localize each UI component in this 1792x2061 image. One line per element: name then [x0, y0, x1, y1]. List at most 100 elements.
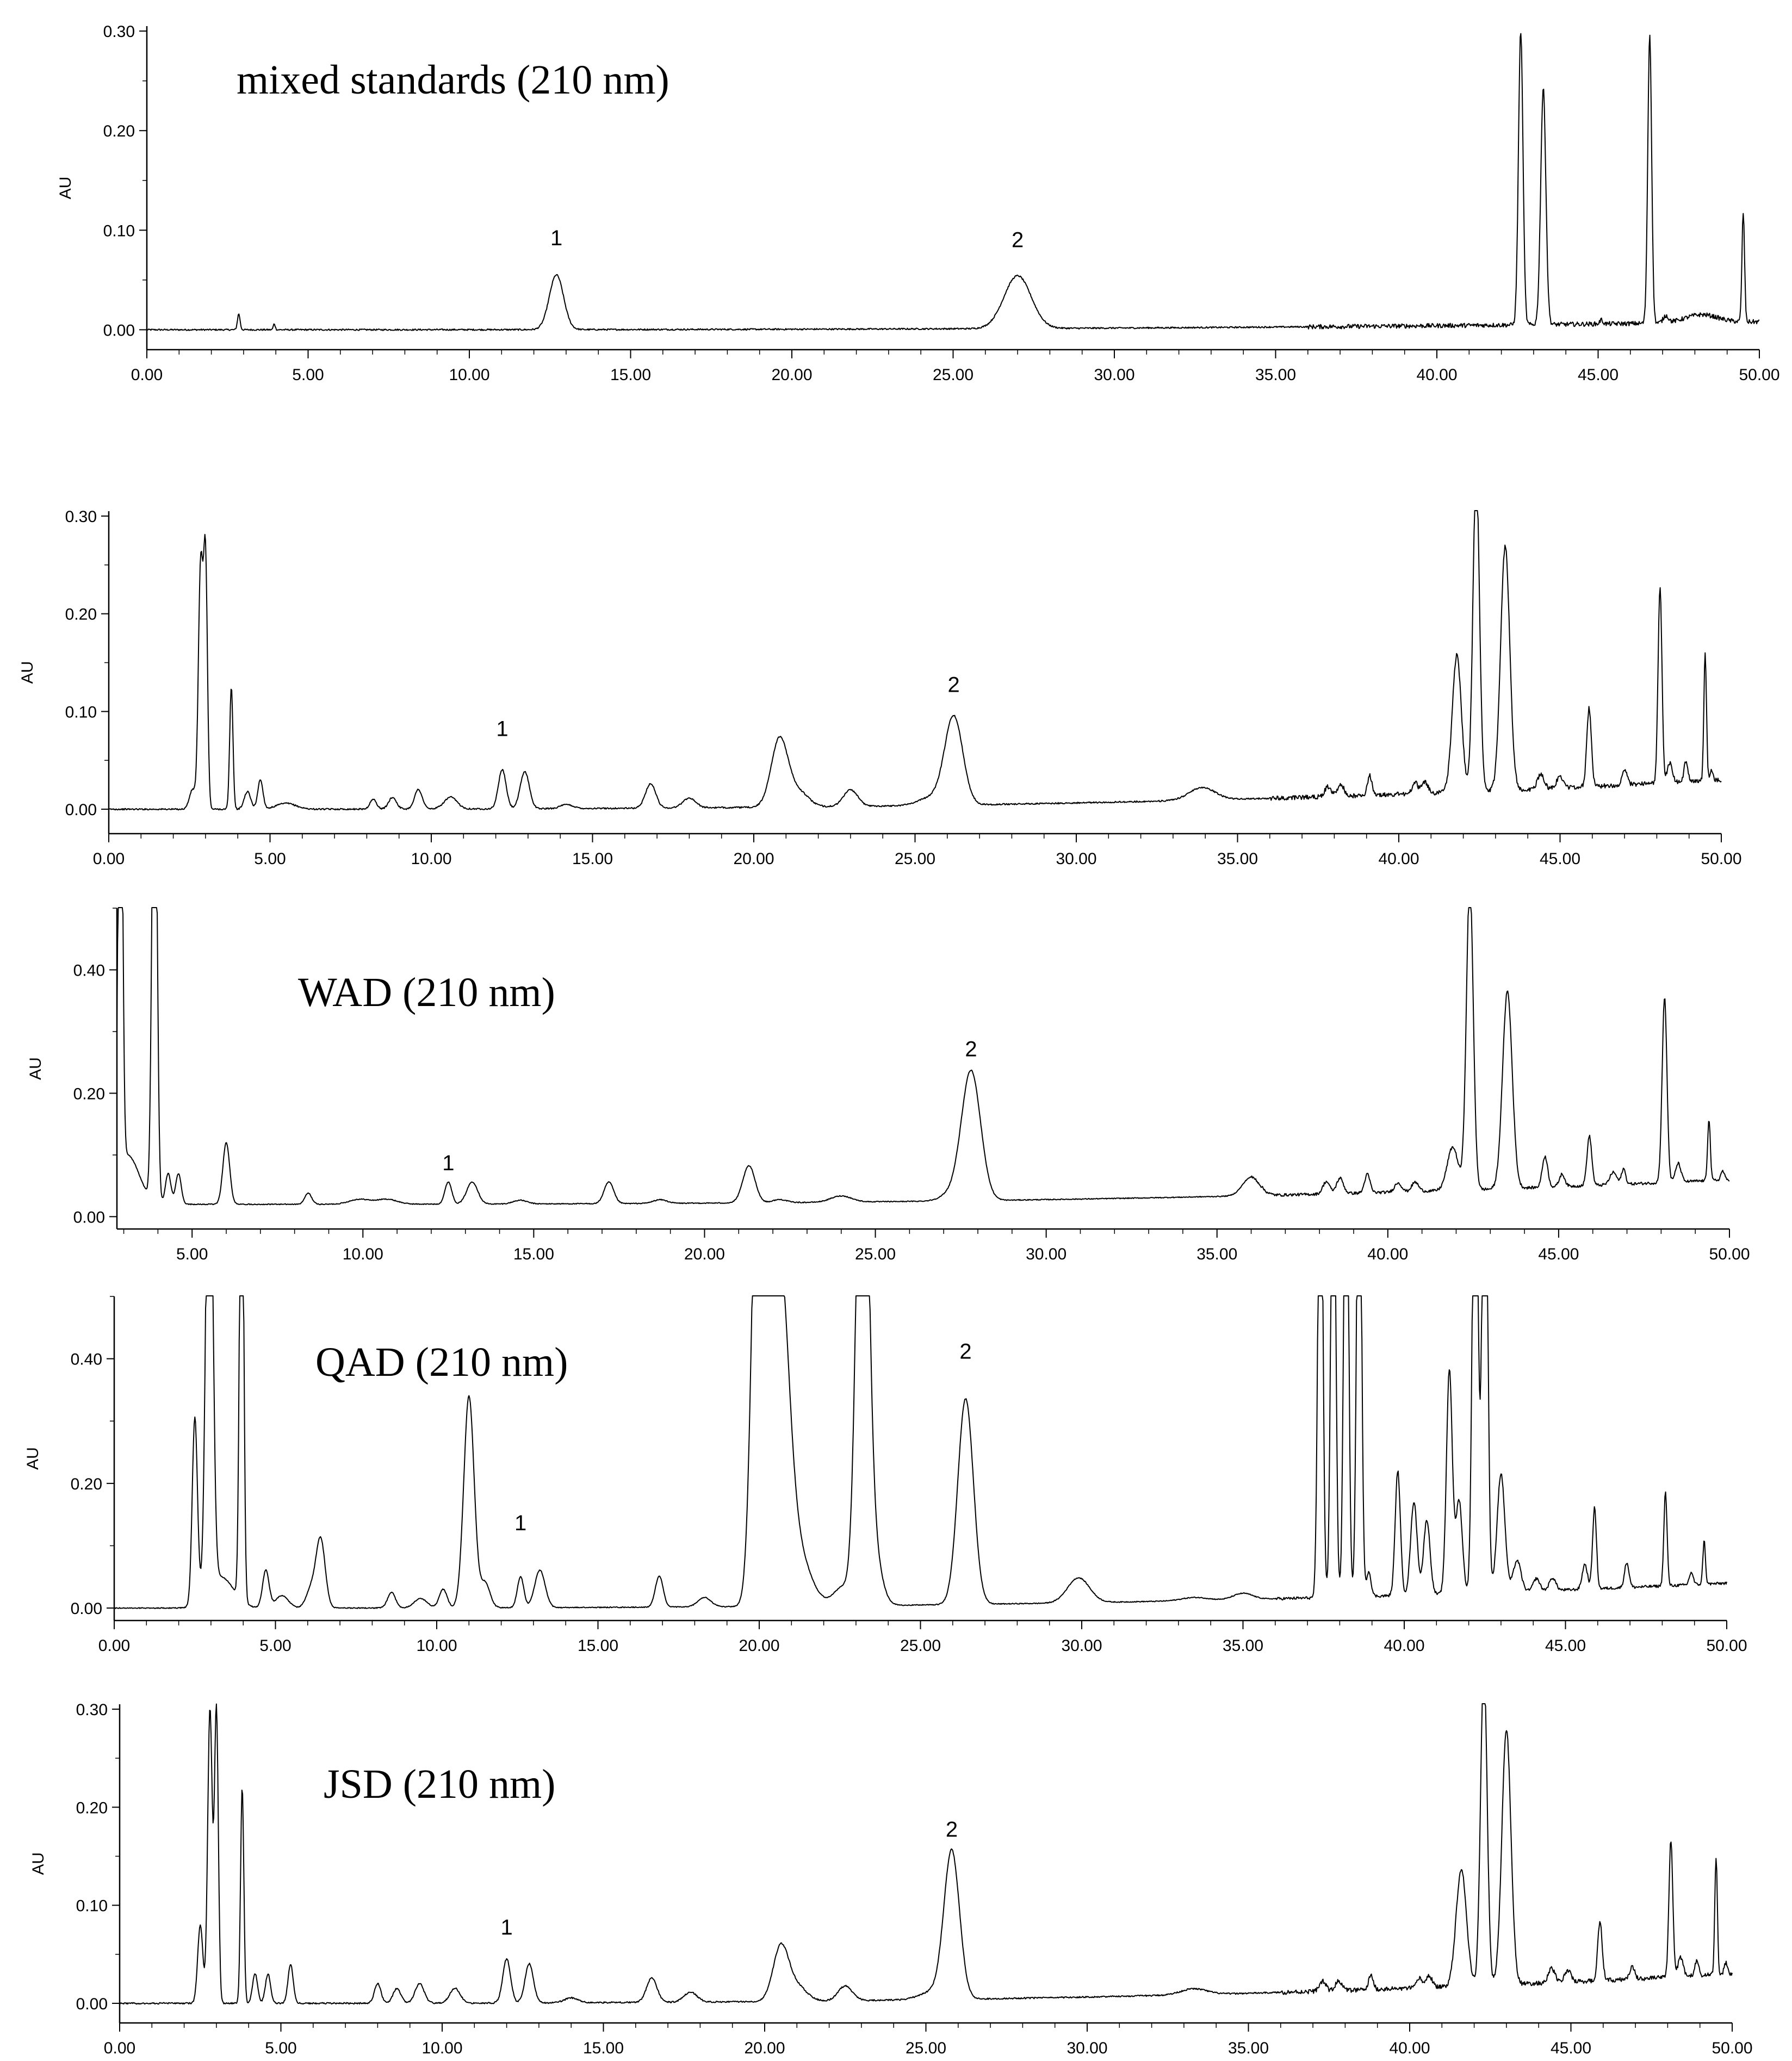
y-axis-label: AU — [29, 1852, 47, 1875]
peak-label-2: 2 — [948, 673, 960, 697]
y-tick-label: 0.30 — [65, 508, 97, 526]
x-tick-label: 15.00 — [578, 1637, 618, 1655]
panel-title: WAD (210 nm) — [298, 970, 555, 1015]
x-tick-label: 0.00 — [104, 2039, 135, 2057]
y-tick-label: 0.40 — [71, 1351, 102, 1369]
y-tick-label: 0.00 — [76, 1995, 108, 2013]
x-tick-label: 35.00 — [1196, 1245, 1237, 1263]
x-tick-label: 35.00 — [1217, 850, 1258, 868]
y-tick-label: 0.20 — [76, 1799, 108, 1817]
x-tick-label: 10.00 — [343, 1245, 383, 1263]
chromatogram-trace — [146, 33, 1760, 331]
y-tick-label: 0.20 — [65, 606, 97, 624]
peak-label-1: 1 — [514, 1511, 526, 1535]
x-tick-label: 15.00 — [513, 1245, 554, 1263]
x-tick-label: 35.00 — [1223, 1637, 1263, 1655]
x-tick-label: 0.00 — [131, 366, 163, 384]
x-tick-label: 40.00 — [1384, 1637, 1424, 1655]
peak-label-2: 2 — [1012, 228, 1024, 252]
y-tick-label: 0.00 — [65, 801, 97, 819]
chromatogram-panel-2: 0.00 0.10 0.20 0.30 0.00 5.00 10.00 15.00 20.00 2… — [18, 508, 1742, 868]
y-tick-label: 0.10 — [103, 222, 135, 240]
x-tick-label: 0.00 — [93, 850, 125, 868]
peak-label-1: 1 — [442, 1151, 454, 1175]
x-tick-label: 45.00 — [1578, 366, 1619, 384]
y-tick-label: 0.30 — [76, 1701, 108, 1719]
x-tick-label: 15.00 — [583, 2039, 624, 2057]
y-tick-label: 0.30 — [103, 23, 135, 41]
x-tick-label: 5.00 — [292, 366, 324, 384]
panel-title: QAD (210 nm) — [315, 1339, 568, 1385]
y-axis-label: AU — [57, 177, 75, 200]
x-tick-label: 5.00 — [265, 2039, 296, 2057]
x-tick-label: 50.00 — [1739, 366, 1779, 384]
y-tick-label: 0.00 — [71, 1600, 102, 1618]
y-axis-label: AU — [24, 1447, 42, 1470]
panel-title: mixed standards (210 nm) — [237, 57, 669, 103]
y-tick-label: 0.20 — [103, 122, 135, 140]
x-tick-label: 30.00 — [1061, 1637, 1102, 1655]
y-tick-label: 0.20 — [73, 1085, 105, 1103]
x-tick-label: 45.00 — [1538, 1245, 1579, 1263]
chromatogram-trace — [114, 1295, 1727, 1609]
x-tick-label: 50.00 — [1709, 1245, 1750, 1263]
x-tick-label: 25.00 — [933, 366, 973, 384]
x-tick-label: 15.00 — [610, 366, 651, 384]
chromatogram-trace — [108, 510, 1722, 811]
chromatogram-panel-5: 0.00 0.10 0.20 0.30 0.00 5.00 10.00 15.00 20.00 2… — [29, 1701, 1753, 2057]
x-tick-label: 20.00 — [744, 2039, 785, 2057]
x-tick-label: 50.00 — [1712, 2039, 1752, 2057]
y-tick-label: 0.10 — [65, 703, 97, 721]
x-tick-label: 25.00 — [906, 2039, 946, 2057]
x-tick-label: 10.00 — [421, 2039, 462, 2057]
peak-label-1: 1 — [496, 717, 508, 741]
peak-label-1: 1 — [500, 1916, 512, 1940]
chromatogram-panel-4: 0.00 0.20 0.40 0.00 5.00 10.00 15.00 20.00 25.00… — [24, 1295, 1747, 1655]
y-tick-label: 0.00 — [103, 321, 135, 339]
chromatogram-trace — [119, 1703, 1733, 2005]
panel-title: JSD (210 nm) — [324, 1761, 555, 1807]
x-tick-label: 35.00 — [1255, 366, 1296, 384]
x-tick-label: 5.00 — [176, 1245, 208, 1263]
x-tick-label: 15.00 — [572, 850, 613, 868]
x-tick-label: 30.00 — [1094, 366, 1134, 384]
x-tick-label: 50.00 — [1701, 850, 1741, 868]
x-tick-label: 10.00 — [411, 850, 451, 868]
chromatogram-panel-1: 0.00 0.10 0.20 0.30 0.00 5.00 10.00 15.00 20.00 2… — [57, 23, 1780, 384]
y-axis-label: AU — [18, 661, 36, 684]
x-tick-label: 45.00 — [1551, 2039, 1591, 2057]
peak-label-2: 2 — [946, 1817, 958, 1841]
chromatogram-trace — [116, 907, 1730, 1206]
x-tick-label: 40.00 — [1378, 850, 1419, 868]
x-tick-label: 20.00 — [684, 1245, 725, 1263]
x-tick-label: 25.00 — [900, 1637, 941, 1655]
y-axis-label: AU — [27, 1057, 45, 1080]
x-tick-label: 20.00 — [739, 1637, 779, 1655]
x-tick-label: 25.00 — [895, 850, 935, 868]
x-tick-label: 45.00 — [1540, 850, 1580, 868]
peak-label-1: 1 — [550, 226, 562, 250]
y-tick-label: 0.10 — [76, 1897, 108, 1915]
x-tick-label: 35.00 — [1228, 2039, 1269, 2057]
x-tick-label: 0.00 — [98, 1637, 130, 1655]
y-tick-label: 0.40 — [73, 961, 105, 979]
x-tick-label: 40.00 — [1367, 1245, 1408, 1263]
y-tick-label: 0.20 — [71, 1475, 102, 1493]
peak-label-2: 2 — [965, 1037, 977, 1061]
x-tick-label: 25.00 — [855, 1245, 896, 1263]
x-tick-label: 20.00 — [733, 850, 774, 868]
x-tick-label: 40.00 — [1416, 366, 1457, 384]
x-tick-label: 10.00 — [449, 366, 489, 384]
x-tick-label: 30.00 — [1026, 1245, 1066, 1263]
y-tick-label: 0.00 — [73, 1208, 105, 1226]
x-tick-label: 5.00 — [259, 1637, 291, 1655]
chromatogram-panel-3: 0.00 0.20 0.40 5.00 10.00 15.00 20.00 25.00 30.0… — [27, 907, 1750, 1263]
x-tick-label: 50.00 — [1706, 1637, 1747, 1655]
peak-label-2: 2 — [959, 1340, 971, 1364]
x-tick-label: 5.00 — [254, 850, 286, 868]
x-tick-label: 45.00 — [1545, 1637, 1586, 1655]
x-tick-label: 20.00 — [771, 366, 812, 384]
x-tick-label: 30.00 — [1066, 2039, 1107, 2057]
x-tick-label: 10.00 — [416, 1637, 457, 1655]
